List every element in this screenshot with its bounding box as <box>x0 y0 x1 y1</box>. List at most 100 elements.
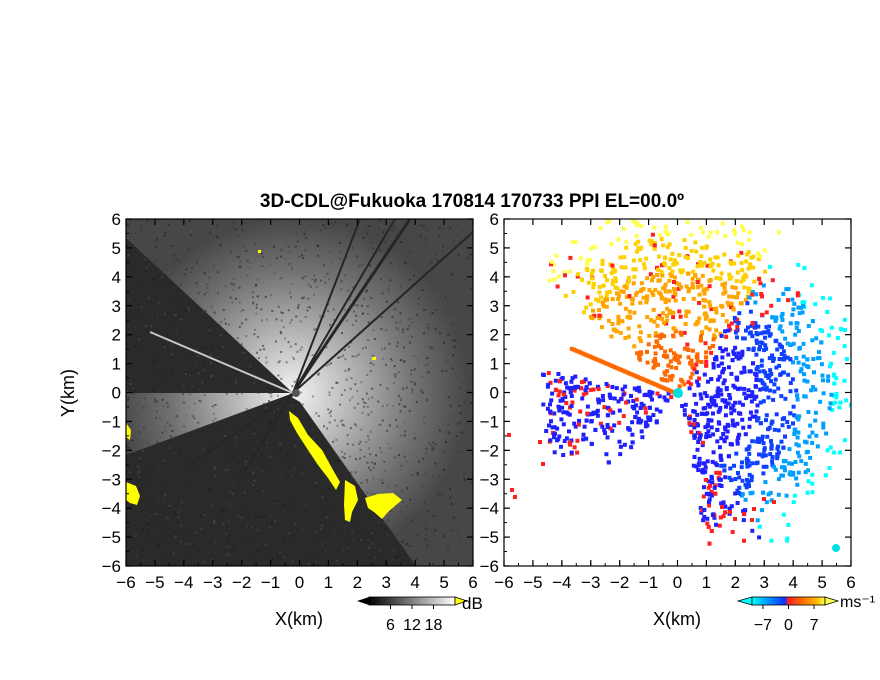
reflectivity-speckle <box>387 288 390 291</box>
velocity-pixel <box>601 283 606 288</box>
velocity-pixel <box>627 294 632 299</box>
velocity-pixel <box>782 465 787 470</box>
reflectivity-speckle <box>174 467 177 470</box>
reflectivity-speckle <box>355 458 357 461</box>
velocity-pixel <box>695 285 700 290</box>
velocity-pixel <box>705 516 710 521</box>
velocity-pixel <box>803 394 808 399</box>
velocity-pixel <box>617 420 622 425</box>
velocity-pixel <box>716 386 721 391</box>
reflectivity-speckle <box>315 481 318 484</box>
reflectivity-speckle <box>395 491 398 494</box>
reflectivity-speckle <box>339 356 342 358</box>
reflectivity-speckle <box>167 271 170 274</box>
reflectivity-speckle <box>383 470 386 472</box>
reflectivity-speckle <box>213 521 216 524</box>
reflectivity-speckle <box>451 367 454 370</box>
velocity-ytick-label: −2 <box>480 441 499 460</box>
velocity-pixel <box>754 409 759 414</box>
velocity-pixel <box>753 325 758 330</box>
reflectivity-speckle <box>174 436 177 439</box>
velocity-pixel <box>817 350 821 355</box>
velocity-pixel <box>697 316 702 321</box>
reflectivity-speckle <box>444 423 447 426</box>
reflectivity-speckle <box>239 259 242 262</box>
velocity-pixel <box>722 468 727 473</box>
velocity-pixel <box>782 353 787 358</box>
reflectivity-speckle <box>418 439 421 442</box>
reflectivity-speckle <box>276 394 279 397</box>
reflectivity-speckle <box>208 489 211 492</box>
reflectivity-xtick-label: 4 <box>410 573 419 592</box>
velocity-pixel <box>610 297 615 302</box>
reflectivity-speckle <box>458 287 461 290</box>
reflectivity-speckle <box>284 511 286 514</box>
velocity-pixel <box>766 492 771 497</box>
velocity-pixel <box>623 265 628 270</box>
reflectivity-speckle <box>319 229 322 232</box>
velocity-pixel <box>632 406 637 411</box>
velocity-pixel <box>795 435 800 440</box>
reflectivity-speckle <box>452 426 455 429</box>
reflectivity-speckle <box>143 397 146 400</box>
reflectivity-speckle <box>167 529 170 532</box>
velocity-pixel <box>758 421 763 426</box>
reflectivity-speckle <box>157 468 160 471</box>
velocity-pixel <box>695 264 700 269</box>
reflectivity-speckle <box>277 407 279 410</box>
reflectivity-speckle <box>135 232 137 235</box>
reflectivity-speckle <box>432 447 435 450</box>
reflectivity-speckle <box>294 523 297 526</box>
reflectivity-speckle <box>464 490 467 493</box>
reflectivity-speckle <box>263 544 266 547</box>
reflectivity-speckle <box>224 449 227 452</box>
reflectivity-speckle <box>189 318 191 321</box>
velocity-pixel <box>560 376 565 380</box>
reflectivity-speckle <box>170 424 173 427</box>
reflectivity-speckle <box>402 561 405 564</box>
velocity-pixel <box>723 329 728 334</box>
reflectivity-speckle <box>343 452 346 455</box>
reflectivity-speckle <box>161 398 164 401</box>
velocity-pixel <box>805 357 810 362</box>
reflectivity-speckle <box>332 308 335 311</box>
reflectivity-speckle <box>436 279 439 282</box>
velocity-pixel <box>651 293 656 297</box>
velocity-pixel <box>720 370 725 375</box>
reflectivity-speckle <box>403 434 406 437</box>
reflectivity-speckle <box>287 341 290 344</box>
velocity-pixel <box>733 285 738 290</box>
reflectivity-speckle <box>129 383 132 385</box>
velocity-pixel <box>639 287 644 292</box>
reflectivity-speckle <box>301 472 304 475</box>
velocity-pixel <box>779 394 784 399</box>
velocity-pixel <box>705 422 710 427</box>
reflectivity-speckle <box>391 359 394 362</box>
reflectivity-colorbar-tick-label: 18 <box>425 617 443 634</box>
velocity-pixel <box>597 313 602 318</box>
velocity-pixel <box>575 384 580 389</box>
reflectivity-speckle <box>311 278 314 281</box>
velocity-pixel <box>646 393 651 397</box>
reflectivity-speckle <box>256 381 259 384</box>
reflectivity-speckle <box>467 512 470 515</box>
velocity-pixel <box>724 387 729 392</box>
velocity-pixel <box>751 254 756 259</box>
reflectivity-speckle <box>379 549 382 552</box>
velocity-pixel <box>801 304 806 308</box>
velocity-pixel <box>759 378 764 383</box>
velocity-pixel <box>680 268 685 273</box>
velocity-pixel <box>661 243 666 248</box>
velocity-pixel <box>792 427 797 432</box>
reflectivity-speckle <box>424 546 427 549</box>
reflectivity-speckle <box>413 382 416 385</box>
reflectivity-speckle <box>402 328 405 331</box>
velocity-pixel <box>558 398 563 403</box>
velocity-pixel <box>746 393 751 398</box>
reflectivity-speckle <box>380 316 383 319</box>
reflectivity-speckle <box>454 505 457 508</box>
reflectivity-speckle <box>164 430 167 433</box>
reflectivity-speckle <box>224 546 227 549</box>
velocity-pixel <box>735 335 739 340</box>
